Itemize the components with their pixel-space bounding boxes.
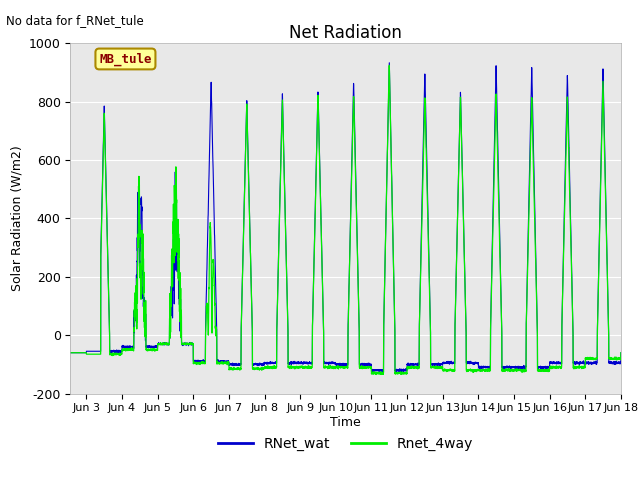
Rnet_4way	[553, 364, 561, 370]
X-axis label: Time: Time	[330, 416, 361, 429]
RNet_wat	[406, 362, 413, 368]
Rnet_4way	[65, 350, 72, 356]
RNet_wat	[635, 350, 640, 356]
RNet_wat	[375, 367, 383, 372]
Rnet_4way	[385, 62, 393, 68]
Rnet_4way	[538, 367, 546, 373]
Title: Net Radiation: Net Radiation	[289, 24, 402, 42]
RNet_wat	[538, 364, 546, 370]
Legend: RNet_wat, Rnet_4way: RNet_wat, Rnet_4way	[212, 432, 479, 457]
Line: RNet_wat: RNet_wat	[68, 63, 639, 372]
Rnet_4way	[372, 372, 380, 377]
Rnet_4way	[375, 371, 383, 376]
RNet_wat	[380, 369, 387, 375]
Text: MB_tule: MB_tule	[99, 52, 152, 66]
Rnet_4way	[511, 367, 518, 372]
RNet_wat	[385, 60, 393, 66]
RNet_wat	[65, 350, 72, 356]
RNet_wat	[553, 361, 561, 367]
Rnet_4way	[635, 350, 640, 356]
Y-axis label: Solar Radiation (W/m2): Solar Radiation (W/m2)	[10, 145, 23, 291]
Line: Rnet_4way: Rnet_4way	[68, 65, 639, 374]
RNet_wat	[183, 341, 191, 347]
RNet_wat	[511, 364, 518, 370]
Text: No data for f_RNet_tule: No data for f_RNet_tule	[6, 14, 144, 27]
Rnet_4way	[183, 341, 191, 347]
Rnet_4way	[406, 365, 413, 371]
